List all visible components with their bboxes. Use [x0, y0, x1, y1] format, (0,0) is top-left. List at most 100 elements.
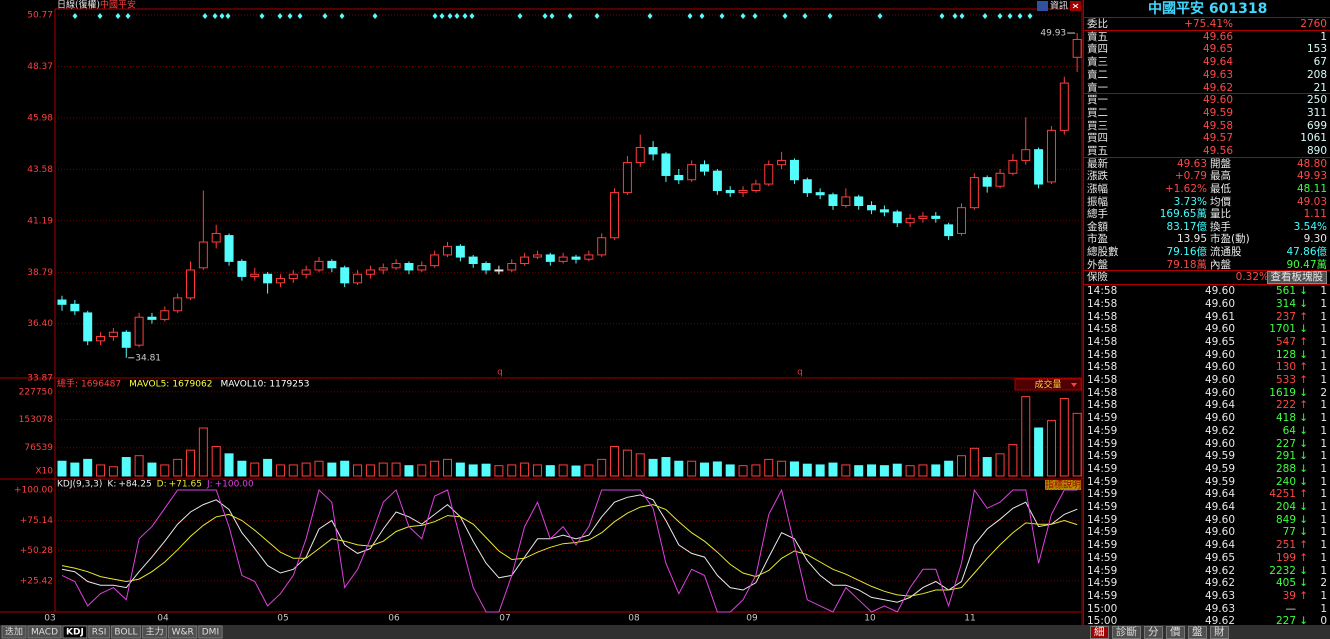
tab-label[interactable]: MACD	[31, 628, 58, 638]
stat-value: 13.95	[1176, 233, 1207, 246]
info-diamond[interactable]	[219, 13, 225, 19]
info-diamond[interactable]	[542, 13, 548, 19]
info-diamond[interactable]	[939, 13, 945, 19]
candle-body	[430, 254, 440, 267]
info-diamond[interactable]	[997, 13, 1003, 19]
info-diamond[interactable]	[567, 13, 573, 19]
info-diamond[interactable]	[202, 13, 208, 19]
help-box[interactable]	[1045, 480, 1081, 490]
info-diamond[interactable]	[802, 13, 808, 19]
info-button[interactable]: 資訊	[1050, 0, 1068, 12]
info-diamond[interactable]	[462, 13, 468, 19]
info-diamond[interactable]	[432, 13, 438, 19]
info-diamond[interactable]	[752, 13, 758, 19]
info-diamond[interactable]	[877, 13, 883, 19]
info-diamond[interactable]	[277, 13, 283, 19]
info-diamond[interactable]	[212, 13, 218, 19]
panel-tab[interactable]: 診斷	[1112, 626, 1141, 639]
tick-direction: ↓	[1299, 323, 1308, 336]
info-diamond[interactable]	[322, 13, 328, 19]
info-diamond[interactable]	[719, 13, 725, 19]
volume-bar	[584, 464, 594, 477]
tab[interactable]	[168, 625, 198, 639]
tab[interactable]	[110, 625, 142, 639]
tab-label[interactable]: RSI	[92, 628, 107, 638]
info-diamond[interactable]	[454, 13, 460, 19]
panel-tab[interactable]: 細	[1090, 626, 1109, 639]
kdj-line	[61, 488, 1078, 613]
sector-name: 保險	[1087, 271, 1108, 284]
book-price: 49.57	[1202, 132, 1233, 145]
info-diamond[interactable]	[339, 13, 345, 19]
info-diamond[interactable]	[287, 13, 293, 19]
info-diamond[interactable]	[447, 13, 453, 19]
info-diamond[interactable]	[699, 13, 705, 19]
candle-body	[481, 263, 491, 271]
candle-body	[147, 316, 157, 320]
panel-tab[interactable]: 財	[1210, 626, 1229, 639]
info-diamond[interactable]	[259, 13, 265, 19]
info-diamond[interactable]	[782, 13, 788, 19]
info-diamond[interactable]	[740, 13, 746, 19]
tick-count: 1	[1320, 335, 1327, 348]
volume-bar	[378, 462, 388, 477]
tab-label[interactable]: DMI	[202, 628, 219, 638]
info-diamond[interactable]	[517, 13, 523, 19]
info-diamond[interactable]	[827, 13, 833, 19]
info-diamond[interactable]	[959, 13, 965, 19]
sector-button[interactable]: 查看板塊股	[1266, 271, 1327, 285]
info-icon[interactable]	[1037, 1, 1048, 11]
tick-volume: 237	[1275, 310, 1296, 323]
candle-body	[173, 297, 183, 312]
tab-label[interactable]: 迭加	[5, 626, 23, 638]
candle-body	[738, 189, 748, 194]
info-diamond[interactable]	[372, 13, 378, 19]
tick-direction: ↓	[1299, 564, 1308, 577]
tab[interactable]	[198, 625, 223, 639]
separator	[1084, 93, 1330, 95]
info-diamond[interactable]	[1027, 13, 1033, 19]
tab[interactable]	[142, 625, 168, 639]
info-diamond[interactable]	[647, 13, 653, 19]
info-diamond[interactable]	[594, 13, 600, 19]
kdj-line	[61, 504, 1078, 597]
tab[interactable]	[88, 625, 110, 639]
indicator-selector-label[interactable]: 成交量	[1034, 379, 1061, 391]
info-diamond[interactable]	[297, 13, 303, 19]
info-diamond[interactable]	[225, 13, 231, 19]
tab[interactable]	[1, 625, 27, 639]
tick-time: 14:59	[1087, 450, 1118, 463]
panel-tab[interactable]: 價	[1166, 626, 1185, 639]
tab[interactable]	[62, 625, 88, 639]
info-diamond[interactable]	[1007, 13, 1013, 19]
candle-body	[1046, 129, 1056, 183]
info-diamond[interactable]	[687, 13, 693, 19]
stat-label: 總手	[1087, 208, 1108, 221]
legend-name: D:	[157, 480, 167, 490]
info-diamond[interactable]	[125, 13, 131, 19]
tick-price: 49.61	[1204, 310, 1235, 323]
panel-tab[interactable]: 盤	[1188, 626, 1207, 639]
info-diamond[interactable]	[549, 13, 555, 19]
info-diamond[interactable]	[469, 13, 475, 19]
panel-tab[interactable]: 分	[1144, 626, 1163, 639]
volume-bar	[828, 462, 838, 477]
info-diamond[interactable]	[115, 13, 121, 19]
tab[interactable]	[27, 625, 62, 639]
tab-label[interactable]: 主力	[146, 626, 164, 638]
info-diamond[interactable]	[952, 13, 958, 19]
tab-label[interactable]: W&R	[172, 628, 194, 638]
tick-direction: ↓	[1299, 501, 1308, 513]
help-label[interactable]: 指標說明	[1045, 479, 1081, 491]
tab-label[interactable]: KDJ	[66, 628, 84, 638]
indicator-selector[interactable]	[1014, 378, 1082, 391]
info-diamond[interactable]	[439, 13, 445, 19]
info-diamond[interactable]	[1017, 13, 1023, 19]
info-diamond[interactable]	[982, 13, 988, 19]
info-diamond[interactable]	[72, 13, 78, 19]
candle-body	[622, 162, 632, 194]
y-tick-label: 227750	[19, 387, 54, 397]
chart: 日線(復權) 中國平安 資訊 成交量 指標說明 50.77 48.37 45.98 4…	[0, 0, 1083, 639]
tab-label[interactable]: BOLL	[114, 628, 137, 638]
info-diamond[interactable]	[97, 13, 103, 19]
